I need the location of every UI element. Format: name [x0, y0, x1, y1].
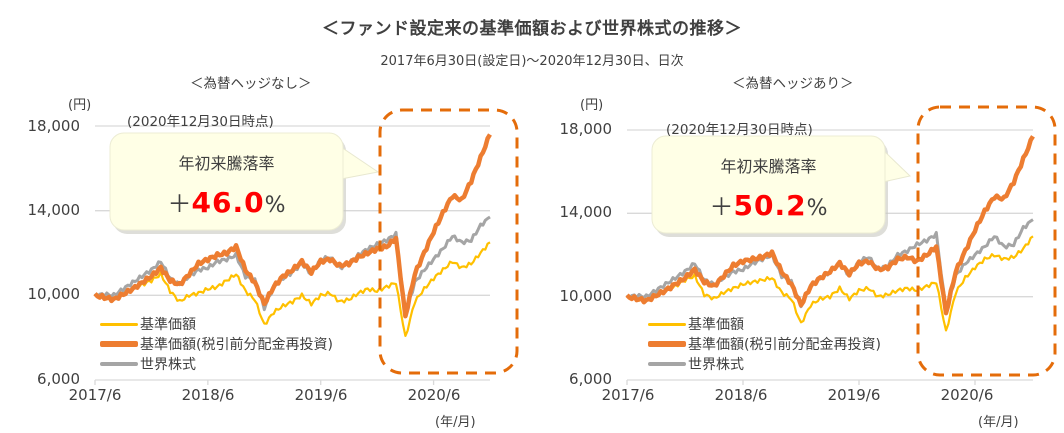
ytd-number: 50.2 [733, 189, 807, 222]
x-tick-2020-6: 2020/6 [407, 386, 461, 404]
highlight-box-2020 [916, 105, 1057, 377]
as-of-date: (2020年12月30日時点) [127, 114, 274, 130]
x-tick-2019-6: 2019/6 [827, 386, 881, 404]
ytd-sign: ＋ [709, 193, 734, 221]
series-line [625, 135, 1035, 316]
x-tick-2020-6: 2020/6 [940, 386, 994, 404]
balloon-label: 年初来騰落率 [178, 154, 275, 173]
balloon-unhedged: 年初来騰落率 ＋46.0% [110, 150, 343, 219]
chart-panel-hedged [625, 105, 1057, 385]
chart-panel-unhedged [93, 108, 519, 385]
legend-swatch-world-equity [648, 362, 686, 366]
balloon-tail [882, 148, 912, 183]
balloon-label: 年初来騰落率 [720, 157, 817, 176]
legend-item-world-equity: 世界株式 [648, 354, 881, 374]
legend-swatch-nav [100, 322, 138, 326]
y-tick-14000: 14,000 [559, 203, 613, 221]
x-tick-2018-6: 2018/6 [181, 386, 235, 404]
legend-item-world-equity: 世界株式 [100, 354, 333, 374]
legend-item-nav: 基準価額 [100, 314, 333, 334]
x-unit-label: (年/月) [435, 415, 476, 430]
highlight-box-2020 [378, 108, 519, 375]
balloon-hedged: 年初来騰落率 ＋50.2% [652, 153, 885, 222]
legend-swatch-nav-reinvested [648, 341, 686, 347]
ytd-percent: % [264, 193, 286, 218]
ytd-percent: % [806, 196, 828, 221]
as-of-date: (2020年12月30日時点) [666, 122, 813, 138]
y-tick-6000: 6,000 [37, 370, 80, 388]
legend-label: 世界株式 [140, 357, 196, 373]
x-unit-label: (年/月) [978, 415, 1019, 430]
x-tick-2019-6: 2019/6 [294, 386, 348, 404]
legend-item-nav-reinvested: 基準価額(税引前分配金再投資) [648, 334, 881, 354]
legend-label: 基準価額 [140, 317, 196, 333]
y-unit-label: (円) [68, 98, 92, 113]
legend-label: 基準価額 [688, 317, 744, 333]
legend-hedged: 基準価額 基準価額(税引前分配金再投資) 世界株式 [648, 314, 881, 374]
panel-title-unhedged: ＜為替ヘッジなし＞ [190, 76, 312, 92]
legend-item-nav: 基準価額 [648, 314, 881, 334]
y-tick-14000: 14,000 [27, 201, 81, 219]
legend-unhedged: 基準価額 基準価額(税引前分配金再投資) 世界株式 [100, 314, 333, 374]
main-title: ＜ファンド設定来の基準価額および世界株式の推移＞ [322, 19, 742, 39]
ytd-return-value: ＋46.0% [110, 184, 343, 219]
ytd-number: 46.0 [191, 186, 265, 219]
x-tick-2017-6: 2017/6 [601, 386, 655, 404]
y-tick-18000: 18,000 [559, 120, 613, 138]
legend-swatch-nav-reinvested [100, 341, 138, 347]
panel-title-hedged: ＜為替ヘッジあり＞ [732, 76, 854, 92]
ytd-sign: ＋ [167, 190, 192, 218]
legend-swatch-nav [648, 322, 686, 326]
y-unit-label: (円) [580, 98, 604, 113]
y-tick-6000: 6,000 [569, 370, 612, 388]
legend-label: 基準価額(税引前分配金再投資) [140, 337, 333, 353]
x-tick-2018-6: 2018/6 [714, 386, 768, 404]
y-tick-18000: 18,000 [27, 117, 81, 135]
x-tick-2017-6: 2017/6 [68, 386, 122, 404]
ytd-return-value: ＋50.2% [652, 187, 885, 222]
legend-label: 世界株式 [688, 357, 744, 373]
balloon-callout [651, 135, 886, 234]
subtitle-date-range: 2017年6月30日(設定日)～2020年12月30日、日次 [380, 54, 684, 69]
y-tick-10000: 10,000 [559, 287, 613, 305]
series-line [93, 133, 492, 319]
balloon-tail [340, 146, 380, 180]
legend-item-nav-reinvested: 基準価額(税引前分配金再投資) [100, 334, 333, 354]
y-tick-10000: 10,000 [27, 285, 81, 303]
balloon-callout [109, 132, 344, 231]
legend-label: 基準価額(税引前分配金再投資) [688, 337, 881, 353]
legend-swatch-world-equity [100, 362, 138, 366]
